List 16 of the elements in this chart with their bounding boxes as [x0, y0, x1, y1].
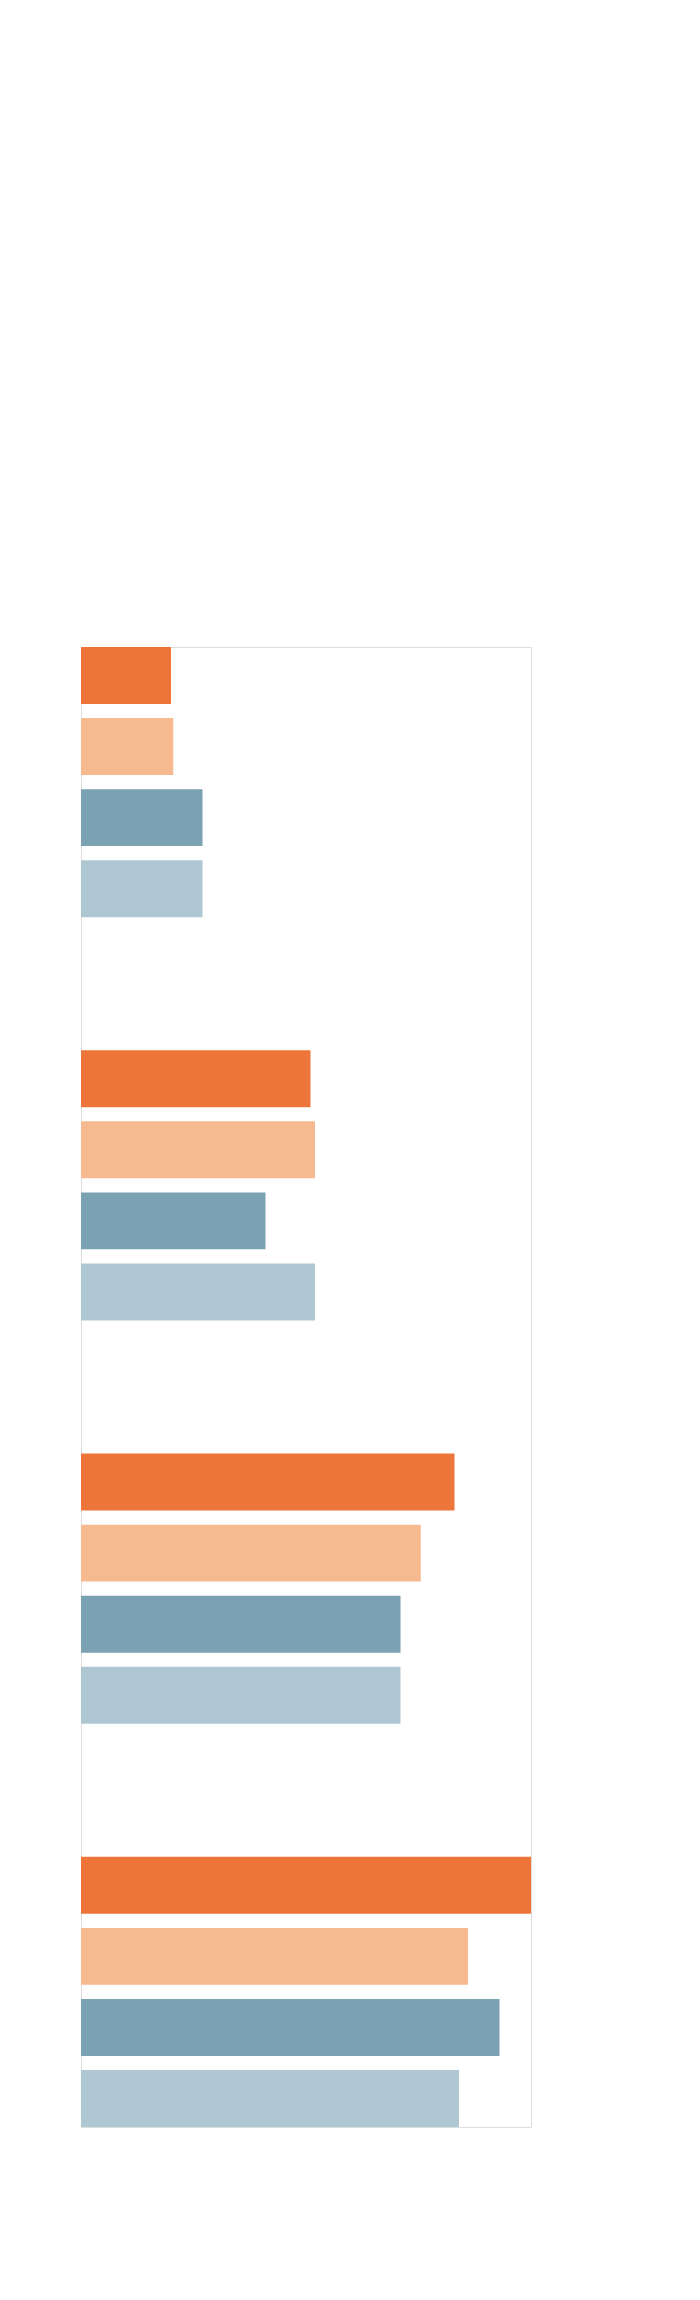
- bar: [81, 718, 174, 775]
- bar: [81, 1263, 315, 1321]
- bar: [81, 1453, 455, 1511]
- bar: [81, 1595, 401, 1653]
- bar: [81, 1927, 468, 1985]
- bar: [81, 789, 203, 847]
- bar: [81, 1050, 311, 1108]
- bar: [81, 1524, 421, 1582]
- bar: [81, 2070, 459, 2127]
- bar: [81, 860, 203, 918]
- bar: [81, 647, 171, 704]
- bar: [81, 1666, 401, 1724]
- bar: [81, 1856, 531, 1914]
- bar: [81, 1121, 315, 1179]
- bar: [81, 1192, 266, 1250]
- bar: [81, 1999, 500, 2056]
